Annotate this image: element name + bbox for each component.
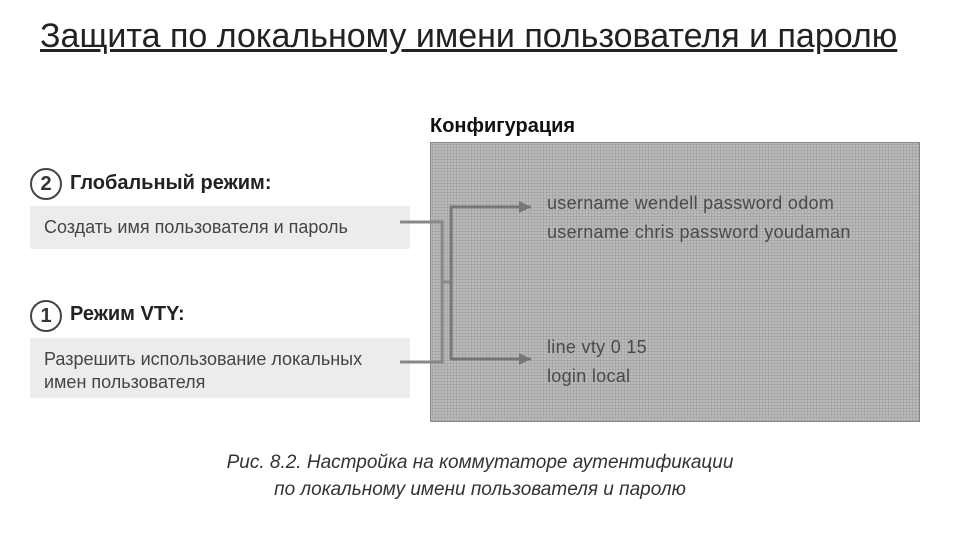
caption-line: по локальному имени пользователя и парол… bbox=[0, 477, 960, 504]
step-number: 1 bbox=[40, 305, 51, 328]
config-line: username wendell password odom bbox=[547, 189, 907, 218]
figure-caption: Рис. 8.2. Настройка на коммутаторе аутен… bbox=[0, 450, 960, 503]
config-line: line vty 0 15 bbox=[547, 333, 907, 362]
step-number: 2 bbox=[40, 173, 51, 196]
config-line: login local bbox=[547, 362, 907, 391]
config-block-vty: line vty 0 15 login local bbox=[547, 333, 907, 391]
config-line: username chris password youdaman bbox=[547, 218, 907, 247]
step-title-vty: Режим VTY: bbox=[70, 303, 185, 326]
config-header: Конфигурация bbox=[430, 115, 575, 138]
step-desc-vty: Разрешить использование локальных имен п… bbox=[30, 338, 410, 398]
config-block-global: username wendell password odom username … bbox=[547, 189, 907, 247]
page-title: Защита по локальному имени пользователя … bbox=[40, 16, 930, 57]
step-desc-global: Создать имя пользователя и пароль bbox=[30, 206, 410, 249]
step-badge-2: 2 bbox=[30, 168, 62, 200]
config-panel: username wendell password odom username … bbox=[430, 142, 920, 422]
step-title-global: Глобальный режим: bbox=[70, 172, 272, 195]
step-badge-1: 1 bbox=[30, 300, 62, 332]
caption-line: Рис. 8.2. Настройка на коммутаторе аутен… bbox=[0, 450, 960, 477]
